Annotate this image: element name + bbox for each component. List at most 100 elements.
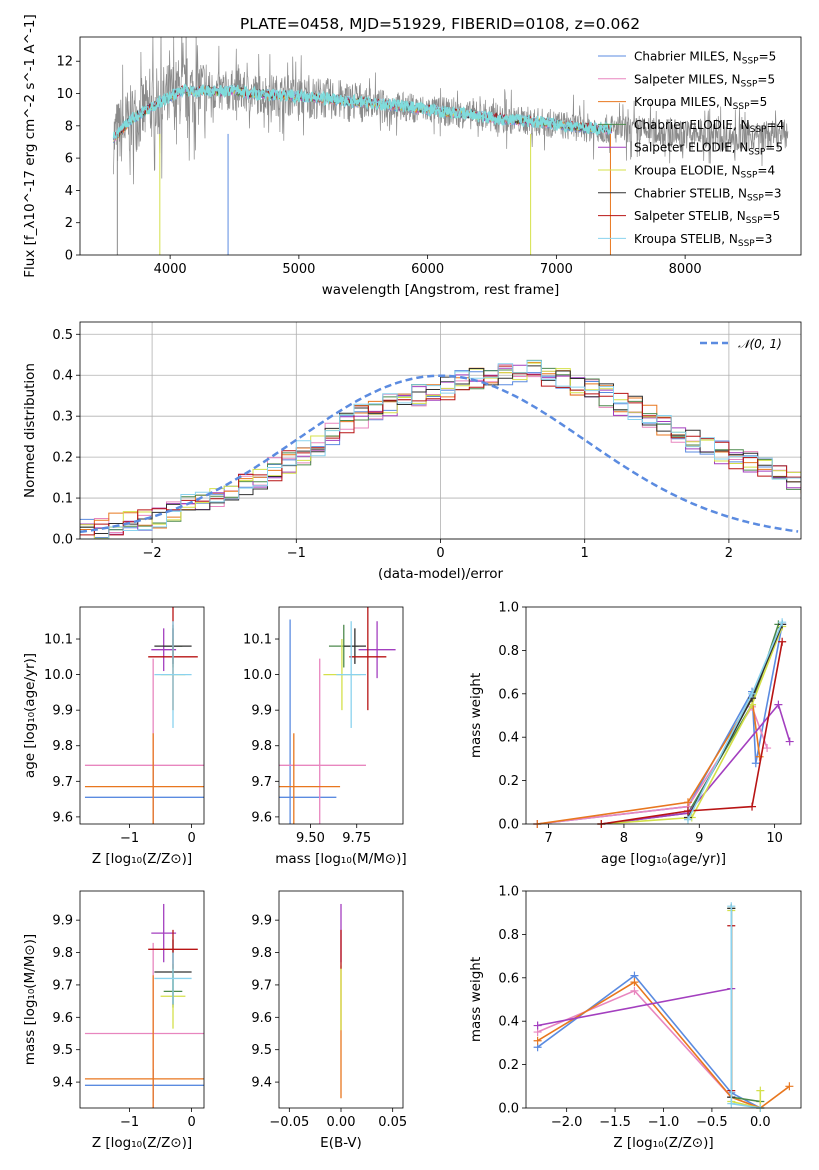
mass-vs-Z-panel: −1 0 9.4 9.5 9.6 9.7 9.8 9.9 Z [log₁₀(Z/Z⊙)] mass… xyxy=(22,890,205,1151)
y-tick-label: 9.7 xyxy=(251,775,272,790)
y-tick-label: 1.0 xyxy=(498,885,519,900)
series-marker xyxy=(751,759,760,768)
plot-frame xyxy=(525,606,802,825)
data-point-errorbar xyxy=(358,621,396,679)
x-tick-label: 2 xyxy=(725,546,733,561)
y-tick-label: 9.7 xyxy=(52,978,73,993)
y-tick-label: 9.7 xyxy=(251,978,272,993)
residual-histogram xyxy=(80,362,801,539)
weight-vs-Z-panel: −2.0 −1.5 −1.0 −0.5 0.0 0.0 0.2 0.4 0.6 0.8 1.0 Z [… xyxy=(468,885,802,1151)
x-tick-label: 9 xyxy=(695,831,703,846)
x-tick-label: 9.50 xyxy=(296,831,325,846)
x-tick-label: −2 xyxy=(143,546,162,561)
y-tick-label: 9.5 xyxy=(251,1043,272,1058)
y-tick-label: 0.0 xyxy=(498,818,519,833)
series-marker xyxy=(533,1021,542,1030)
y-tick-label: 0.2 xyxy=(498,1058,519,1073)
y-tick-label: 0.4 xyxy=(52,369,73,384)
y-tick-label: 0.4 xyxy=(498,731,519,746)
series-line xyxy=(537,974,761,1108)
y-tick-label: 10 xyxy=(56,87,73,102)
data-point-errorbar xyxy=(84,733,204,824)
data-point-errorbar xyxy=(154,621,192,728)
data-point-errorbar xyxy=(279,733,341,824)
legend-label: 𝒩(0, 1) xyxy=(738,337,782,351)
x-axis-label: age [log₁₀(age/yr)] xyxy=(601,851,726,867)
y-tick-label: 9.4 xyxy=(52,1076,73,1091)
x-tick-label: −0.05 xyxy=(269,1115,309,1130)
series-line xyxy=(601,626,783,824)
data-point-errorbar xyxy=(343,628,366,664)
age-vs-mass-panel: 9.50 9.75 9.6 9.7 9.8 9.9 10.0 10.1 mass [log₁₀(… xyxy=(243,606,407,867)
x-tick-label: 0.00 xyxy=(327,1115,356,1130)
y-tick-label: 10.0 xyxy=(243,668,272,683)
x-tick-label: 0 xyxy=(436,546,444,561)
y-tick-label: 1.0 xyxy=(498,601,519,616)
y-tick-label: 12 xyxy=(56,55,73,70)
plot-frame xyxy=(278,890,404,1109)
legend-label: Chabrier ELODIE, NSSP=4 xyxy=(634,118,784,135)
y-tick-label: 9.7 xyxy=(52,775,73,790)
legend-label: Salpeter MILES, NSSP=5 xyxy=(634,72,775,89)
y-tick-label: 0.6 xyxy=(498,687,519,702)
y-tick-label: 9.8 xyxy=(251,739,272,754)
x-tick-label: 9.75 xyxy=(342,831,371,846)
y-tick-label: 9.8 xyxy=(251,946,272,961)
x-tick-label: 8 xyxy=(620,831,628,846)
x-tick-label: −1 xyxy=(120,1115,139,1130)
plot-frame xyxy=(79,606,205,825)
series-marker xyxy=(683,815,692,824)
y-tick-label: 10.1 xyxy=(243,633,272,648)
series-marker xyxy=(785,737,794,746)
x-tick-label: −2.0 xyxy=(551,1115,583,1130)
y-tick-label: 0 xyxy=(65,249,73,264)
y-tick-label: 4 xyxy=(65,184,73,199)
spectrum-panel: 4000 5000 6000 7000 8000 0 2 4 6 8 10 12 wavelength … xyxy=(22,14,802,298)
data-point-errorbar xyxy=(84,975,204,1108)
series-marker xyxy=(748,802,757,811)
x-tick-label: 8000 xyxy=(669,262,702,277)
series-marker xyxy=(748,689,757,698)
y-tick-label: 0.5 xyxy=(52,328,73,343)
series-marker xyxy=(727,902,736,911)
y-tick-label: 2 xyxy=(65,216,73,231)
y-axis-label: mass [log₁₀(M/M⊙)] xyxy=(22,934,38,1065)
series-marker xyxy=(683,798,692,807)
series-line xyxy=(601,702,791,824)
y-tick-label: 6 xyxy=(65,152,73,167)
y-tick-label: 0.2 xyxy=(498,774,519,789)
y-tick-label: 9.9 xyxy=(52,914,73,929)
x-axis-label: (data-model)/error xyxy=(378,566,504,582)
y-axis-label: mass weight xyxy=(468,957,484,1042)
y-tick-label: 0.8 xyxy=(498,928,519,943)
series-line xyxy=(601,641,783,824)
legend-label: Kroupa STELIB, NSSP=3 xyxy=(634,232,772,249)
data-point-errorbar xyxy=(349,607,387,711)
x-tick-label: 10 xyxy=(766,831,783,846)
y-tick-label: 10.1 xyxy=(44,633,73,648)
y-tick-label: 9.6 xyxy=(52,810,73,825)
series-marker xyxy=(774,700,783,709)
series-marker xyxy=(778,618,787,627)
y-tick-label: 9.4 xyxy=(251,1076,272,1091)
series-marker xyxy=(727,1099,736,1108)
series-marker xyxy=(763,744,772,753)
x-tick-label: 4000 xyxy=(154,262,187,277)
series-marker xyxy=(683,806,692,815)
plot-frame xyxy=(79,321,802,540)
series-line xyxy=(730,910,762,1108)
x-tick-label: −1.0 xyxy=(648,1115,680,1130)
spectrum-model-line xyxy=(112,83,612,140)
y-axis-label: Flux [f_λ10^-17 erg cm^-2 s^-1 A^-1] xyxy=(22,14,38,277)
x-tick-label: 0 xyxy=(187,831,195,846)
data-point-errorbar xyxy=(279,619,337,824)
spectrum-legend: Chabrier MILES, NSSP=5 Salpeter MILES, NS… xyxy=(598,50,784,249)
y-tick-label: 9.9 xyxy=(251,914,272,929)
residuals-panel: −2 −1 0 1 2 0.0 0.1 0.2 0.3 0.4 0.5 (data-model)/er… xyxy=(22,321,802,582)
plot-frame xyxy=(525,890,802,1109)
data-point-errorbar xyxy=(154,952,192,1005)
data-point-errorbar xyxy=(151,628,177,672)
x-tick-label: −1 xyxy=(287,546,306,561)
y-tick-label: 10.0 xyxy=(44,668,73,683)
